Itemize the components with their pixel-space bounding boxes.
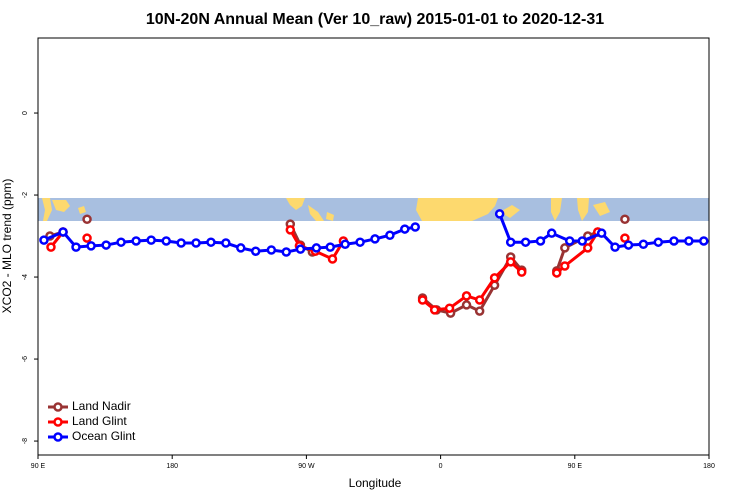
point	[620, 214, 630, 224]
point	[131, 236, 141, 246]
point	[474, 306, 485, 316]
point	[560, 261, 570, 271]
point	[206, 237, 216, 247]
point	[327, 254, 338, 264]
point	[610, 242, 620, 252]
point	[535, 236, 546, 246]
plot-frame	[37, 37, 710, 456]
point	[699, 236, 709, 246]
point	[684, 236, 694, 246]
point	[221, 238, 231, 248]
point	[82, 233, 92, 243]
point	[546, 228, 557, 238]
x-tick-label: 0	[439, 463, 443, 470]
point	[669, 236, 679, 246]
point	[281, 247, 292, 257]
y-axis-label: XCO2 - MLO trend (ppm)	[0, 179, 14, 314]
point	[461, 291, 472, 301]
point	[161, 236, 171, 246]
y-tick-label: -6	[22, 356, 29, 362]
point	[620, 233, 630, 243]
point	[236, 243, 246, 253]
point	[370, 234, 380, 244]
point	[638, 239, 649, 249]
point	[71, 242, 81, 252]
point	[82, 214, 92, 224]
point	[266, 245, 277, 255]
x-tick-label: 90 W	[298, 463, 315, 470]
point	[46, 242, 56, 252]
point	[250, 246, 261, 256]
series-line	[50, 219, 625, 313]
chart-title: 10N-20N Annual Mean (Ver 10_raw) 2015-01…	[146, 11, 604, 28]
point	[191, 238, 201, 248]
point	[385, 230, 395, 240]
point	[444, 303, 455, 313]
legend-marker	[53, 402, 63, 412]
point	[564, 236, 575, 246]
y-tick-label: -2	[22, 192, 29, 198]
point	[311, 243, 322, 253]
legend-label: Land Glint	[72, 414, 127, 428]
point	[116, 237, 126, 247]
legend-label: Land Nadir	[72, 399, 131, 413]
legend-label: Ocean Glint	[72, 429, 136, 443]
point	[583, 243, 593, 253]
point	[400, 224, 410, 234]
y-tick-label: -4	[22, 274, 29, 280]
point	[285, 225, 296, 235]
point	[176, 238, 186, 248]
point	[86, 241, 96, 251]
x-tick-label: 180	[166, 463, 178, 470]
point	[429, 305, 440, 315]
point	[295, 244, 306, 254]
point	[489, 273, 500, 283]
point	[505, 237, 516, 247]
point	[516, 267, 527, 277]
y-tick-label: 0	[22, 111, 29, 115]
map-land	[42, 198, 610, 221]
point	[417, 295, 428, 305]
point	[461, 300, 472, 310]
point	[355, 237, 365, 247]
point	[552, 268, 562, 278]
point	[623, 240, 634, 250]
point	[494, 209, 505, 219]
y-tick-label: -8	[22, 438, 29, 444]
point	[596, 228, 607, 238]
x-tick-label: 90 E	[31, 463, 46, 470]
x-tick-label: 90 E	[568, 463, 583, 470]
point	[146, 235, 156, 245]
map-ocean	[38, 198, 709, 221]
point	[340, 239, 350, 249]
point	[410, 222, 421, 232]
point	[653, 237, 664, 247]
point	[577, 236, 588, 246]
point	[101, 240, 111, 250]
legend-marker	[53, 432, 63, 442]
point	[325, 242, 336, 252]
point	[505, 257, 516, 267]
map-strip	[38, 198, 709, 221]
point	[474, 295, 485, 305]
x-axis-label: Longitude	[349, 476, 402, 490]
legend-marker	[53, 417, 63, 427]
point	[520, 237, 531, 247]
point	[58, 227, 68, 237]
point	[560, 243, 570, 253]
point	[39, 235, 49, 245]
x-tick-label: 180	[703, 463, 715, 470]
